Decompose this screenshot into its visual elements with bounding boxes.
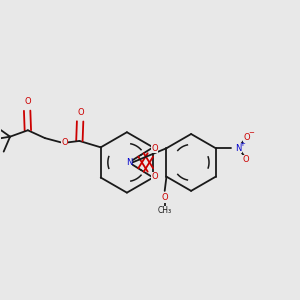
Text: CH₃: CH₃ xyxy=(158,206,172,215)
Text: −: − xyxy=(249,130,255,136)
Text: O: O xyxy=(77,108,84,117)
Text: O: O xyxy=(151,172,158,181)
Text: O: O xyxy=(61,138,68,147)
Text: O: O xyxy=(151,144,158,153)
Text: O: O xyxy=(243,155,249,164)
Text: N: N xyxy=(235,144,241,153)
Text: +: + xyxy=(239,141,245,147)
Text: O: O xyxy=(161,194,168,202)
Text: O: O xyxy=(244,133,250,142)
Text: O: O xyxy=(25,97,31,106)
Text: N: N xyxy=(126,158,132,167)
